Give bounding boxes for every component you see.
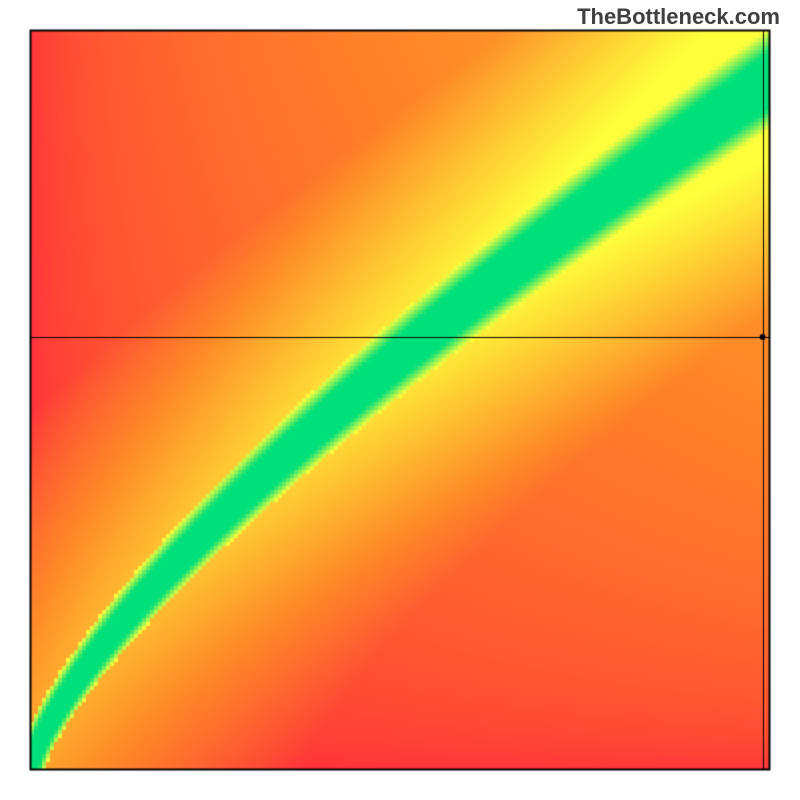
chart-container: TheBottleneck.com — [0, 0, 800, 800]
bottleneck-heatmap — [0, 0, 800, 800]
